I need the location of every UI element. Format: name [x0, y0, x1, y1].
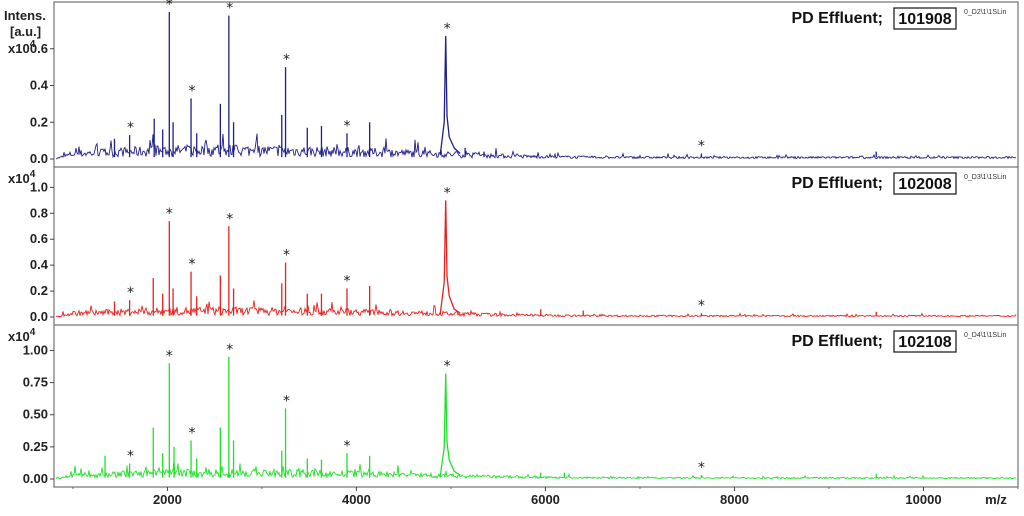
sample-id-box	[893, 7, 957, 30]
spectrum-peak	[439, 35, 461, 156]
sample-id: 102008	[898, 176, 951, 193]
x-tick-label: 6000	[531, 492, 560, 507]
y-tick-label: 0.4	[30, 257, 49, 272]
peak-marker-star: *	[698, 298, 705, 314]
file-label: 0_D4\1\1SLin	[964, 332, 1007, 339]
peak-marker-star: *	[343, 273, 350, 289]
y-tick-label: 1.00	[23, 342, 48, 357]
spectrum-panel-3: x104 0.00 0.25 0.50 0.75 1.00 PD Effluent; 1021…	[8, 324, 1019, 488]
y-axis-label-line1: Intens.	[4, 8, 46, 23]
peak-marker-star: *	[343, 438, 350, 454]
y-tick-label: 0.0	[30, 309, 48, 324]
panel-title: PD Effluent;	[791, 333, 883, 350]
peak-marker-star: *	[698, 460, 705, 476]
y-tick-label: 0.0	[30, 151, 48, 166]
peak-marker-star: *	[226, 342, 233, 358]
y-tick-label: 0.25	[23, 439, 48, 454]
y-tick-label: 1.0	[30, 179, 48, 194]
spectrum-baseline	[55, 133, 1017, 160]
x-tick-label: 10000	[905, 492, 941, 507]
peak-marker-star: *	[188, 257, 195, 273]
y-tick-label: 0.6	[30, 41, 48, 56]
peak-marker-star: *	[166, 348, 173, 364]
sample-id: 101908	[898, 11, 951, 28]
peak-marker-star: *	[444, 359, 451, 375]
y-scale-exponent: 4	[30, 39, 36, 50]
y-scale-exponent: 4	[30, 169, 36, 180]
y-scale-label: x104	[8, 327, 36, 344]
y-scale-label: x104	[8, 39, 36, 56]
sample-id-box	[893, 330, 957, 353]
y-tick-label: 0.4	[30, 78, 49, 93]
spectrum-panel-1: x104 0.0 0.2 0.4 0.6 PD Effluent; 101908 0_D2\1…	[8, 0, 1019, 168]
spectrum-panel-2: x104 0.0 0.2 0.4 0.6 0.8 1.0 PD Effluent; 102008…	[8, 166, 1019, 326]
peak-marker-star: *	[343, 118, 350, 134]
x-tick-label: 4000	[342, 492, 371, 507]
x-tick-label: 8000	[720, 492, 749, 507]
x-axis-unit: m/z	[985, 492, 1007, 507]
peak-marker-star: *	[226, 211, 233, 227]
y-scale-exponent: 4	[30, 327, 36, 338]
spectrum-peak	[439, 373, 461, 477]
file-label: 0_D3\1\1SLin	[964, 174, 1007, 181]
sample-id: 102108	[898, 334, 951, 351]
peak-marker-star: *	[127, 120, 134, 136]
y-axis-label-line2: [a.u.]	[10, 24, 41, 39]
panel-title: PD Effluent;	[791, 10, 883, 27]
peak-marker-star: *	[188, 83, 195, 99]
panel-frame	[53, 324, 1019, 488]
peak-marker-star: *	[283, 393, 290, 409]
peak-marker-star: *	[188, 425, 195, 441]
peak-marker-star: *	[698, 138, 705, 154]
panel-title: PD Effluent;	[791, 175, 883, 192]
y-tick-label: 0.8	[30, 205, 48, 220]
spectrum-peak	[439, 200, 461, 315]
spectrum-baseline	[55, 300, 1017, 318]
file-label: 0_D2\1\1SLin	[964, 9, 1007, 16]
y-scale-label: x104	[8, 169, 36, 186]
peak-marker-star: *	[283, 52, 290, 68]
sample-id-box	[893, 172, 957, 195]
peak-marker-star: *	[166, 0, 173, 13]
peak-marker-star: *	[444, 185, 451, 201]
y-tick-label: 0.50	[23, 407, 48, 422]
y-tick-label: 0.75	[23, 375, 48, 390]
peak-marker-star: *	[444, 21, 451, 37]
peak-marker-star: *	[283, 248, 290, 264]
y-tick-label: 0.2	[30, 114, 48, 129]
peak-marker-star: *	[226, 1, 233, 17]
peak-marker-star: *	[127, 285, 134, 301]
peak-marker-star: *	[127, 449, 134, 465]
peak-marker-star: *	[166, 206, 173, 222]
y-tick-label: 0.2	[30, 283, 48, 298]
y-tick-label: 0.6	[30, 231, 48, 246]
y-tick-label: 0.00	[23, 471, 48, 486]
spectrum-baseline	[55, 460, 1017, 480]
x-tick-label: 2000	[153, 492, 182, 507]
